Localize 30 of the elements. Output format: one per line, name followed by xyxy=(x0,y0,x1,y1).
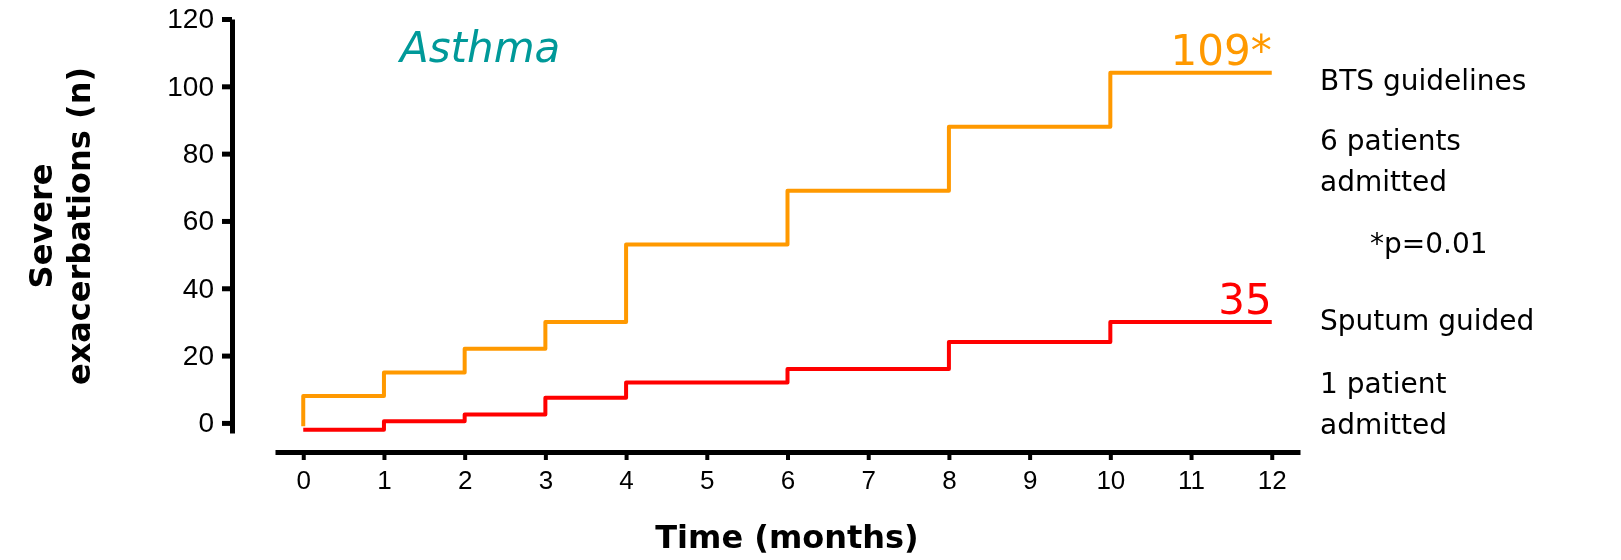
y-tick-label: 100 xyxy=(167,70,214,102)
x-tick-label: 8 xyxy=(942,465,957,495)
x-tick-label: 3 xyxy=(538,465,554,495)
x-tick-label: 6 xyxy=(780,465,796,495)
series-label: Sputum guided xyxy=(1320,304,1535,337)
y-tick-label: 80 xyxy=(182,138,214,170)
series-label: BTS guidelines xyxy=(1320,64,1527,97)
y-tick-label: 0 xyxy=(198,407,214,439)
x-tick-label: 11 xyxy=(1178,465,1206,495)
annotation: 109* xyxy=(1170,25,1272,75)
x-tick-label: 9 xyxy=(1022,465,1038,495)
text: 1 patient admitted xyxy=(1320,367,1447,441)
y-tick-label: 20 xyxy=(182,340,214,372)
x-axis-title: Time (months) xyxy=(655,518,919,556)
x-tick-label: 1 xyxy=(377,465,392,495)
x-tick-label: 10 xyxy=(1096,465,1126,495)
y-axis-title: Severe exacerbations (n) xyxy=(22,66,99,386)
y-tick-label: 60 xyxy=(182,205,214,237)
annotation: 35 xyxy=(1218,274,1272,324)
x-tick-label: 0 xyxy=(296,465,311,495)
x-tick-label: 5 xyxy=(700,465,715,495)
x-tick-label: 12 xyxy=(1257,465,1287,495)
chart-title: Asthma xyxy=(397,23,561,72)
text: *p=0.01 xyxy=(1370,227,1488,260)
y-tick-label: 40 xyxy=(182,272,214,304)
text: 6 patients admitted xyxy=(1320,124,1461,198)
y-tick-label: 120 xyxy=(167,3,214,35)
x-tick-label: 4 xyxy=(619,465,634,495)
x-tick-label: 7 xyxy=(861,465,876,495)
x-tick-label: 2 xyxy=(457,465,473,495)
